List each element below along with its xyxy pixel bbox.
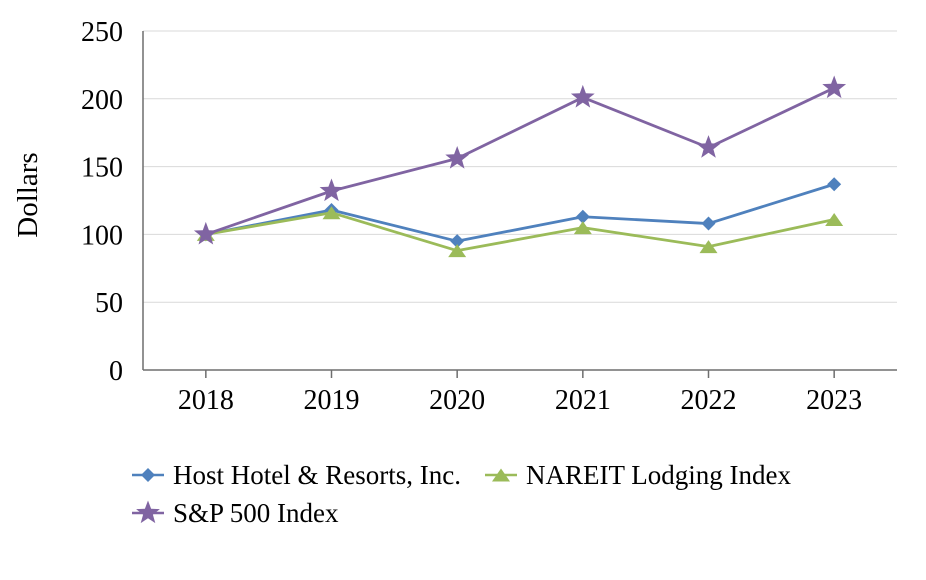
series-line-1 [204,211,836,253]
legend-triangle-marker-icon [484,468,517,482]
legend-label-nareit-lodging: NAREIT Lodging Index [525,459,791,490]
series-line-0 [204,182,836,243]
triangle-data-point [448,244,467,258]
y-tick-label-50: 50 [95,288,123,319]
legend-marker-shape [491,468,510,482]
star-data-point [696,135,721,158]
series-line-2 [204,86,836,236]
x-tick-label-2023: 2023 [806,385,862,416]
y-tick-label-100: 100 [81,220,123,251]
diamond-data-point [575,209,590,224]
x-tick-label-2021: 2021 [555,385,611,416]
triangle-data-point [322,206,341,220]
y-tick-label-250: 250 [81,17,123,48]
y-tick-label-150: 150 [81,153,123,184]
plot-area: 0 50 100 150 200 250 2018 2019 2020 2021 2022 2023 [81,17,897,416]
legend-marker-shape [141,468,155,482]
diamond-data-point [701,216,716,231]
legend-item-sp500: S&P 500 Index [130,498,339,529]
legend-label-host-hotel: Host Hotel & Resorts, Inc. [173,459,461,490]
star-data-point [319,178,344,202]
legend: Host Hotel & Resorts, Inc. NAREIT Lodgin… [130,456,813,532]
legend-item-host-hotel: Host Hotel & Resorts, Inc. [130,460,461,491]
triangle-data-point [825,212,844,226]
diamond-data-point [827,177,842,192]
y-tick-label-0: 0 [109,356,123,387]
x-tick-label-2018: 2018 [178,385,234,416]
y-tick-label-200: 200 [81,85,123,116]
legend-star-marker-icon [132,500,164,524]
legend-marker-shape [136,500,160,524]
x-tick-label-2020: 2020 [429,385,485,416]
legend-item-nareit-lodging: NAREIT Lodging Index [483,460,791,491]
legend-label-sp500: S&P 500 Index [173,497,339,528]
triangle-data-point [573,221,592,235]
star-data-point [445,146,470,169]
diamond-data-point [450,234,465,249]
triangle-data-point [699,240,718,254]
legend-row: S&P 500 Index [130,494,813,532]
star-data-point [193,221,218,245]
x-tick-label-2022: 2022 [681,385,737,416]
star-data-point [570,84,595,108]
star-data-point [822,75,847,99]
legend-diamond-marker-icon [132,468,164,482]
legend-row: Host Hotel & Resorts, Inc. NAREIT Lodgin… [130,456,813,494]
x-tick-label-2019: 2019 [304,385,360,416]
